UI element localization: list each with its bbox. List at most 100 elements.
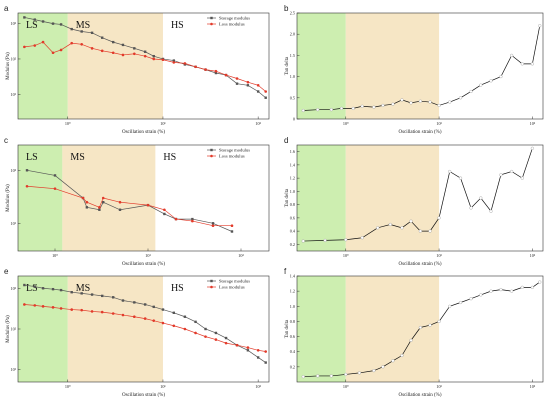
panel-letter: e: [4, 267, 9, 276]
data-point: [499, 74, 503, 79]
x-tick-label: 10¹: [436, 384, 442, 389]
plot-frame: [17, 144, 270, 252]
data-point: [191, 217, 194, 221]
data-point: [172, 59, 176, 62]
data-point: [418, 325, 422, 330]
data-point: [143, 54, 147, 58]
panel-letter: d: [284, 136, 288, 145]
data-point: [23, 303, 26, 306]
data-point: [448, 100, 452, 104]
data-point: [329, 108, 333, 112]
data-point: [121, 299, 125, 302]
data-point: [520, 285, 524, 289]
legend-label: Storage modulus: [219, 16, 250, 21]
y-tick-label: 0.2: [290, 242, 295, 247]
x-tick-label: 10²: [255, 121, 261, 126]
data-point: [111, 40, 115, 44]
data-point: [90, 31, 94, 35]
data-point: [161, 308, 165, 311]
data-point: [489, 289, 493, 293]
data-point: [23, 16, 26, 19]
data-point: [246, 346, 250, 349]
data-point: [256, 90, 260, 93]
region-label-ms: MS: [76, 283, 90, 294]
data-point: [376, 226, 380, 230]
y-tick-label: 0.6: [290, 334, 295, 339]
data-point: [111, 296, 115, 299]
region-ls: [297, 13, 346, 119]
y-tick-label: 10³: [11, 21, 17, 26]
plot-frame: [17, 12, 270, 120]
data-point: [111, 312, 115, 315]
y-tick-label: 1.2: [290, 176, 295, 181]
data-point: [437, 103, 441, 108]
data-point: [41, 305, 45, 308]
region-label-ls: LS: [26, 283, 38, 294]
data-point: [80, 30, 83, 33]
data-point: [400, 226, 404, 230]
data-point: [101, 36, 104, 39]
data-point: [409, 101, 413, 105]
plot-frame: [296, 144, 544, 252]
data-point: [118, 208, 122, 211]
data-point: [469, 206, 473, 210]
legend-label: Loss modulus: [219, 22, 245, 27]
data-point: [23, 283, 26, 287]
data-point: [118, 200, 122, 204]
x-axis-label: Oscillation strain (%): [122, 393, 165, 398]
data-point: [59, 307, 63, 310]
y-tick-label: 10²: [11, 168, 17, 173]
data-point: [152, 57, 156, 61]
data-point: [133, 47, 136, 50]
data-point: [143, 303, 147, 306]
data-point: [316, 108, 320, 112]
region-ls: [18, 276, 68, 382]
data-point: [264, 96, 267, 99]
data-point: [301, 108, 305, 113]
x-tick-label: 10⁰: [343, 253, 349, 258]
plot-frame: [296, 275, 544, 383]
region-ls: [18, 145, 63, 251]
x-axis-label: Oscillation strain (%): [122, 262, 165, 267]
data-point: [41, 20, 45, 23]
data-point: [194, 320, 197, 324]
data-point: [458, 96, 463, 100]
data-point: [172, 324, 176, 328]
panel-letter: c: [4, 136, 8, 145]
data-point: [59, 48, 63, 52]
data-point: [161, 321, 165, 325]
data-point: [33, 44, 37, 47]
y-tick-label: 1.4: [290, 162, 296, 167]
region-ms: [345, 145, 440, 251]
data-point: [428, 100, 432, 104]
data-point: [204, 68, 207, 71]
y-tick-label: 10¹: [11, 221, 17, 226]
data-point: [51, 51, 55, 55]
data-point: [301, 239, 305, 243]
data-point: [85, 206, 89, 209]
data-point: [538, 24, 542, 28]
data-point: [59, 23, 63, 26]
data-point: [264, 350, 267, 353]
x-tick-label: 10¹: [436, 121, 442, 126]
data-point: [121, 313, 125, 317]
data-point: [400, 353, 404, 358]
data-point: [152, 305, 155, 309]
legend-marker: [210, 16, 213, 20]
data-point: [90, 293, 94, 296]
x-tick-label: 10¹: [145, 253, 151, 258]
data-point: [469, 297, 473, 301]
data-point: [372, 105, 376, 109]
data-point: [499, 288, 503, 292]
data-point: [25, 184, 29, 188]
region-label-hs: HS: [163, 152, 176, 163]
data-point: [357, 371, 362, 375]
panel-b: 10⁰ 10¹ 10² 0 0.5 1.0 1.5 2.0 2.5 Oscillation str…: [284, 4, 544, 135]
data-point: [183, 62, 187, 65]
data-point: [41, 287, 45, 290]
region-ls: [18, 13, 68, 119]
data-point: [479, 196, 483, 200]
data-point: [214, 69, 218, 73]
data-point: [25, 169, 29, 172]
data-point: [53, 187, 57, 190]
